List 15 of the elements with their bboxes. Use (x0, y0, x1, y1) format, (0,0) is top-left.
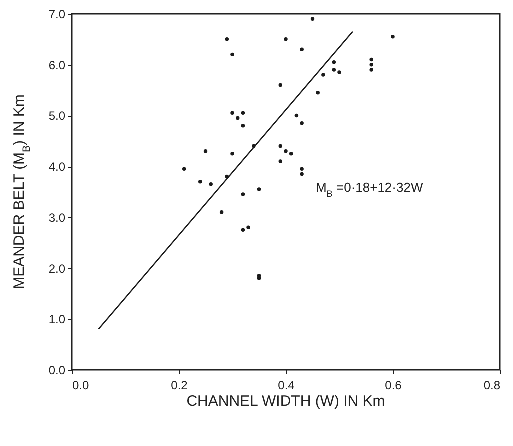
annotation: M$_{B}$ =0·18+12·32W (316, 180, 424, 199)
x-axis-title: CHANNEL WIDTH (W) IN Km (186, 393, 386, 410)
y-tick-label: 4.0 (48, 160, 66, 174)
x-tick-label: 0.6 (385, 378, 402, 392)
y-tick-label: 7.0 (48, 8, 66, 22)
y-tick-label: 0.0 (48, 364, 66, 378)
y-tick-label: 6.0 (48, 58, 66, 72)
y-tick-label: 3.0 (48, 210, 66, 225)
x-tick-label: 0.4 (278, 378, 296, 392)
y-tick-label: 5.0 (48, 109, 66, 124)
y-tick-label: 1.0 (48, 312, 66, 327)
x-tick-label: 0.8 (484, 378, 501, 392)
x-tick-label: 0.2 (171, 378, 188, 392)
y-tick-label: 2.0 (48, 262, 66, 276)
x-tick-label: 0.0 (72, 378, 90, 392)
